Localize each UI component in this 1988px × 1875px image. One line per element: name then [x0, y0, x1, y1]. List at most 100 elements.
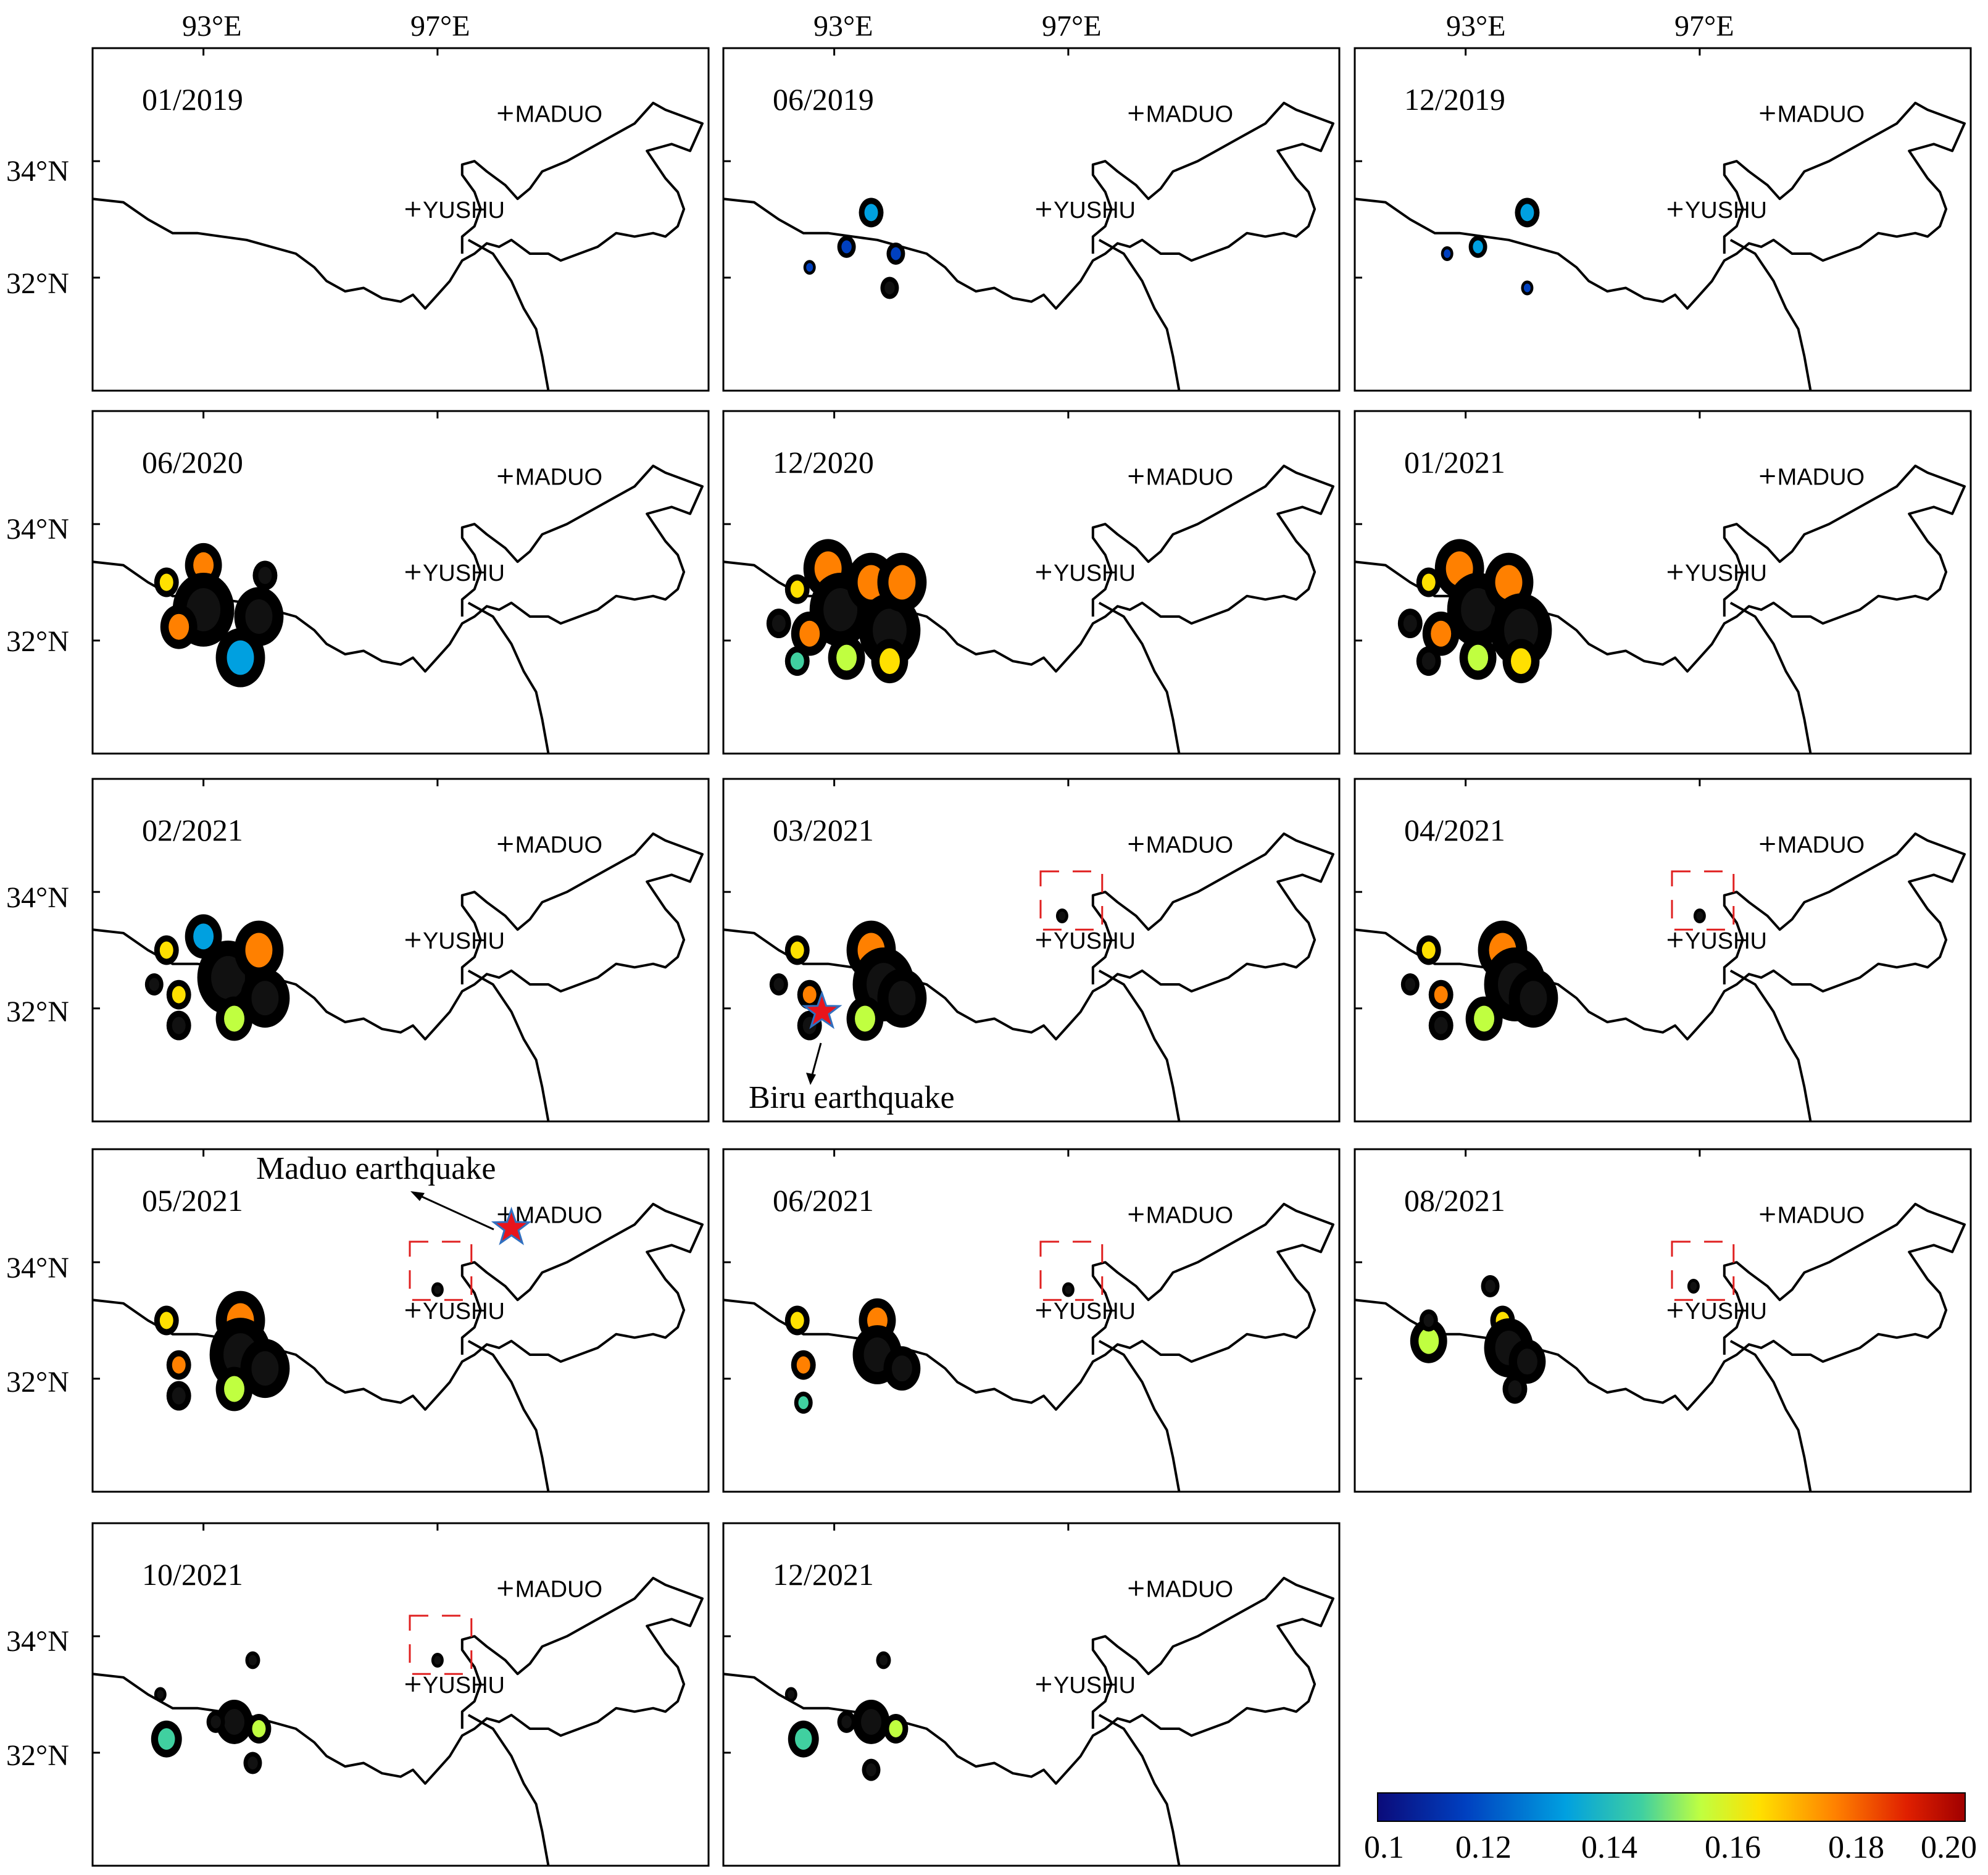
lon-label-97: 97°E: [410, 10, 470, 43]
anomaly-core: [159, 941, 173, 959]
anomaly-core: [1523, 283, 1531, 293]
panel-frame: [722, 778, 1341, 1123]
map-panel: 01/2019 MADUO YUSHU: [91, 47, 710, 392]
panel-date-label: 12/2020: [773, 445, 874, 480]
province-border: [1098, 1714, 1181, 1866]
biru-arrowhead: [806, 1073, 816, 1085]
anomaly-core: [248, 1655, 257, 1666]
province-border: [467, 1340, 550, 1492]
panel-date-label: 08/2021: [1404, 1183, 1505, 1218]
anomaly-core: [773, 978, 784, 991]
anomaly-core: [1461, 588, 1495, 631]
anomaly-core: [1421, 652, 1436, 670]
city-label: MADUO: [1146, 101, 1233, 127]
city-marker: [1760, 106, 1775, 121]
anomaly-core: [258, 567, 272, 584]
province-border: [1354, 464, 1966, 673]
highlight-box: [409, 1241, 473, 1301]
anomaly-core: [157, 1690, 164, 1699]
anomaly-core: [211, 955, 246, 999]
highlight-box: [1671, 1241, 1735, 1301]
anomaly-core: [1468, 644, 1489, 671]
province-border: [92, 1202, 704, 1411]
province-border: [1729, 970, 1812, 1122]
lat-label-34: 34°N: [6, 1625, 69, 1658]
lat-label-32: 32°N: [6, 996, 69, 1028]
city-label: MADUO: [1146, 832, 1233, 858]
anomaly-core: [245, 599, 273, 634]
anomaly-core: [823, 588, 858, 631]
highlight-box: [1039, 870, 1104, 931]
anomaly-core: [193, 552, 214, 578]
lat-label-32: 32°N: [6, 1739, 69, 1772]
province-border: [1098, 970, 1181, 1122]
province-border: [467, 602, 550, 754]
anomaly-core: [434, 1656, 441, 1665]
anomaly-core: [224, 1005, 245, 1032]
colorbar-tick: 0.1: [1364, 1830, 1404, 1865]
anomaly-core: [245, 933, 273, 968]
anomaly-core: [891, 1355, 912, 1382]
city-label: MADUO: [1146, 1576, 1233, 1602]
anomaly-core: [1405, 978, 1416, 991]
anomaly-core: [1474, 1005, 1495, 1032]
anomaly-core: [888, 981, 916, 1016]
city-marker: [1128, 1207, 1144, 1222]
anomaly-core: [884, 281, 895, 294]
city-marker: [405, 201, 420, 217]
province-border: [723, 101, 1334, 310]
province-border: [723, 1576, 1334, 1785]
lat-label-32: 32°N: [6, 1366, 69, 1399]
anomaly-core: [802, 986, 817, 1004]
province-border: [1729, 602, 1812, 754]
panel-frame: [722, 47, 1341, 392]
earthquake-star-icon: [801, 990, 842, 1029]
city-marker: [1128, 836, 1144, 852]
lat-label-34: 34°N: [6, 513, 69, 546]
city-marker: [1036, 932, 1051, 947]
biru-earthquake-label: Biru earthquake: [749, 1080, 955, 1115]
colorbar-tick: 0.16: [1705, 1830, 1761, 1865]
highlight-box: [409, 1615, 473, 1675]
anomaly-core: [1520, 981, 1547, 1016]
anomaly-core: [1516, 1349, 1537, 1375]
province-border: [723, 464, 1334, 673]
city-marker: [497, 836, 513, 852]
map-panel: 12/2020 MADUO YUSHU: [722, 410, 1341, 755]
lon-label-93: 93°E: [182, 10, 242, 43]
city-label: MADUO: [1778, 464, 1865, 490]
anomaly-core: [1423, 1314, 1434, 1327]
anomaly-core: [434, 1285, 441, 1294]
province-border: [723, 1202, 1334, 1411]
anomaly-core: [1431, 620, 1452, 647]
anomaly-core: [251, 981, 279, 1016]
city-marker: [405, 932, 420, 947]
province-border: [723, 832, 1334, 1041]
anomaly-core: [168, 613, 189, 640]
maduo-arrow: [416, 1193, 494, 1231]
anomaly-core: [1434, 986, 1448, 1004]
city-marker: [1036, 1676, 1051, 1692]
anomaly-core: [1520, 204, 1534, 222]
anomaly-core: [1485, 1279, 1495, 1293]
lat-label-34: 34°N: [6, 1252, 69, 1284]
anomaly-core: [841, 1715, 852, 1729]
city-marker: [1667, 1302, 1682, 1318]
anomaly-core: [836, 644, 857, 671]
city-label: MADUO: [1778, 832, 1865, 858]
panel-date-label: 06/2021: [773, 1183, 874, 1218]
map-panel: 02/2021 MADUO YUSHU: [91, 778, 710, 1123]
map-panel: 12/2019 MADUO YUSHU: [1354, 47, 1972, 392]
city-marker: [497, 468, 513, 484]
anomaly-core: [1495, 565, 1523, 600]
anomaly-core: [855, 1005, 876, 1032]
panel-date-label: 04/2021: [1404, 813, 1505, 847]
panel-date-label: 06/2020: [142, 445, 243, 480]
province-border: [467, 970, 550, 1122]
anomaly-core: [796, 1356, 810, 1374]
anomaly-core: [247, 1757, 258, 1769]
anomaly-core: [1065, 1285, 1072, 1294]
anomaly-core: [149, 978, 160, 991]
city-label: MADUO: [515, 1202, 602, 1228]
